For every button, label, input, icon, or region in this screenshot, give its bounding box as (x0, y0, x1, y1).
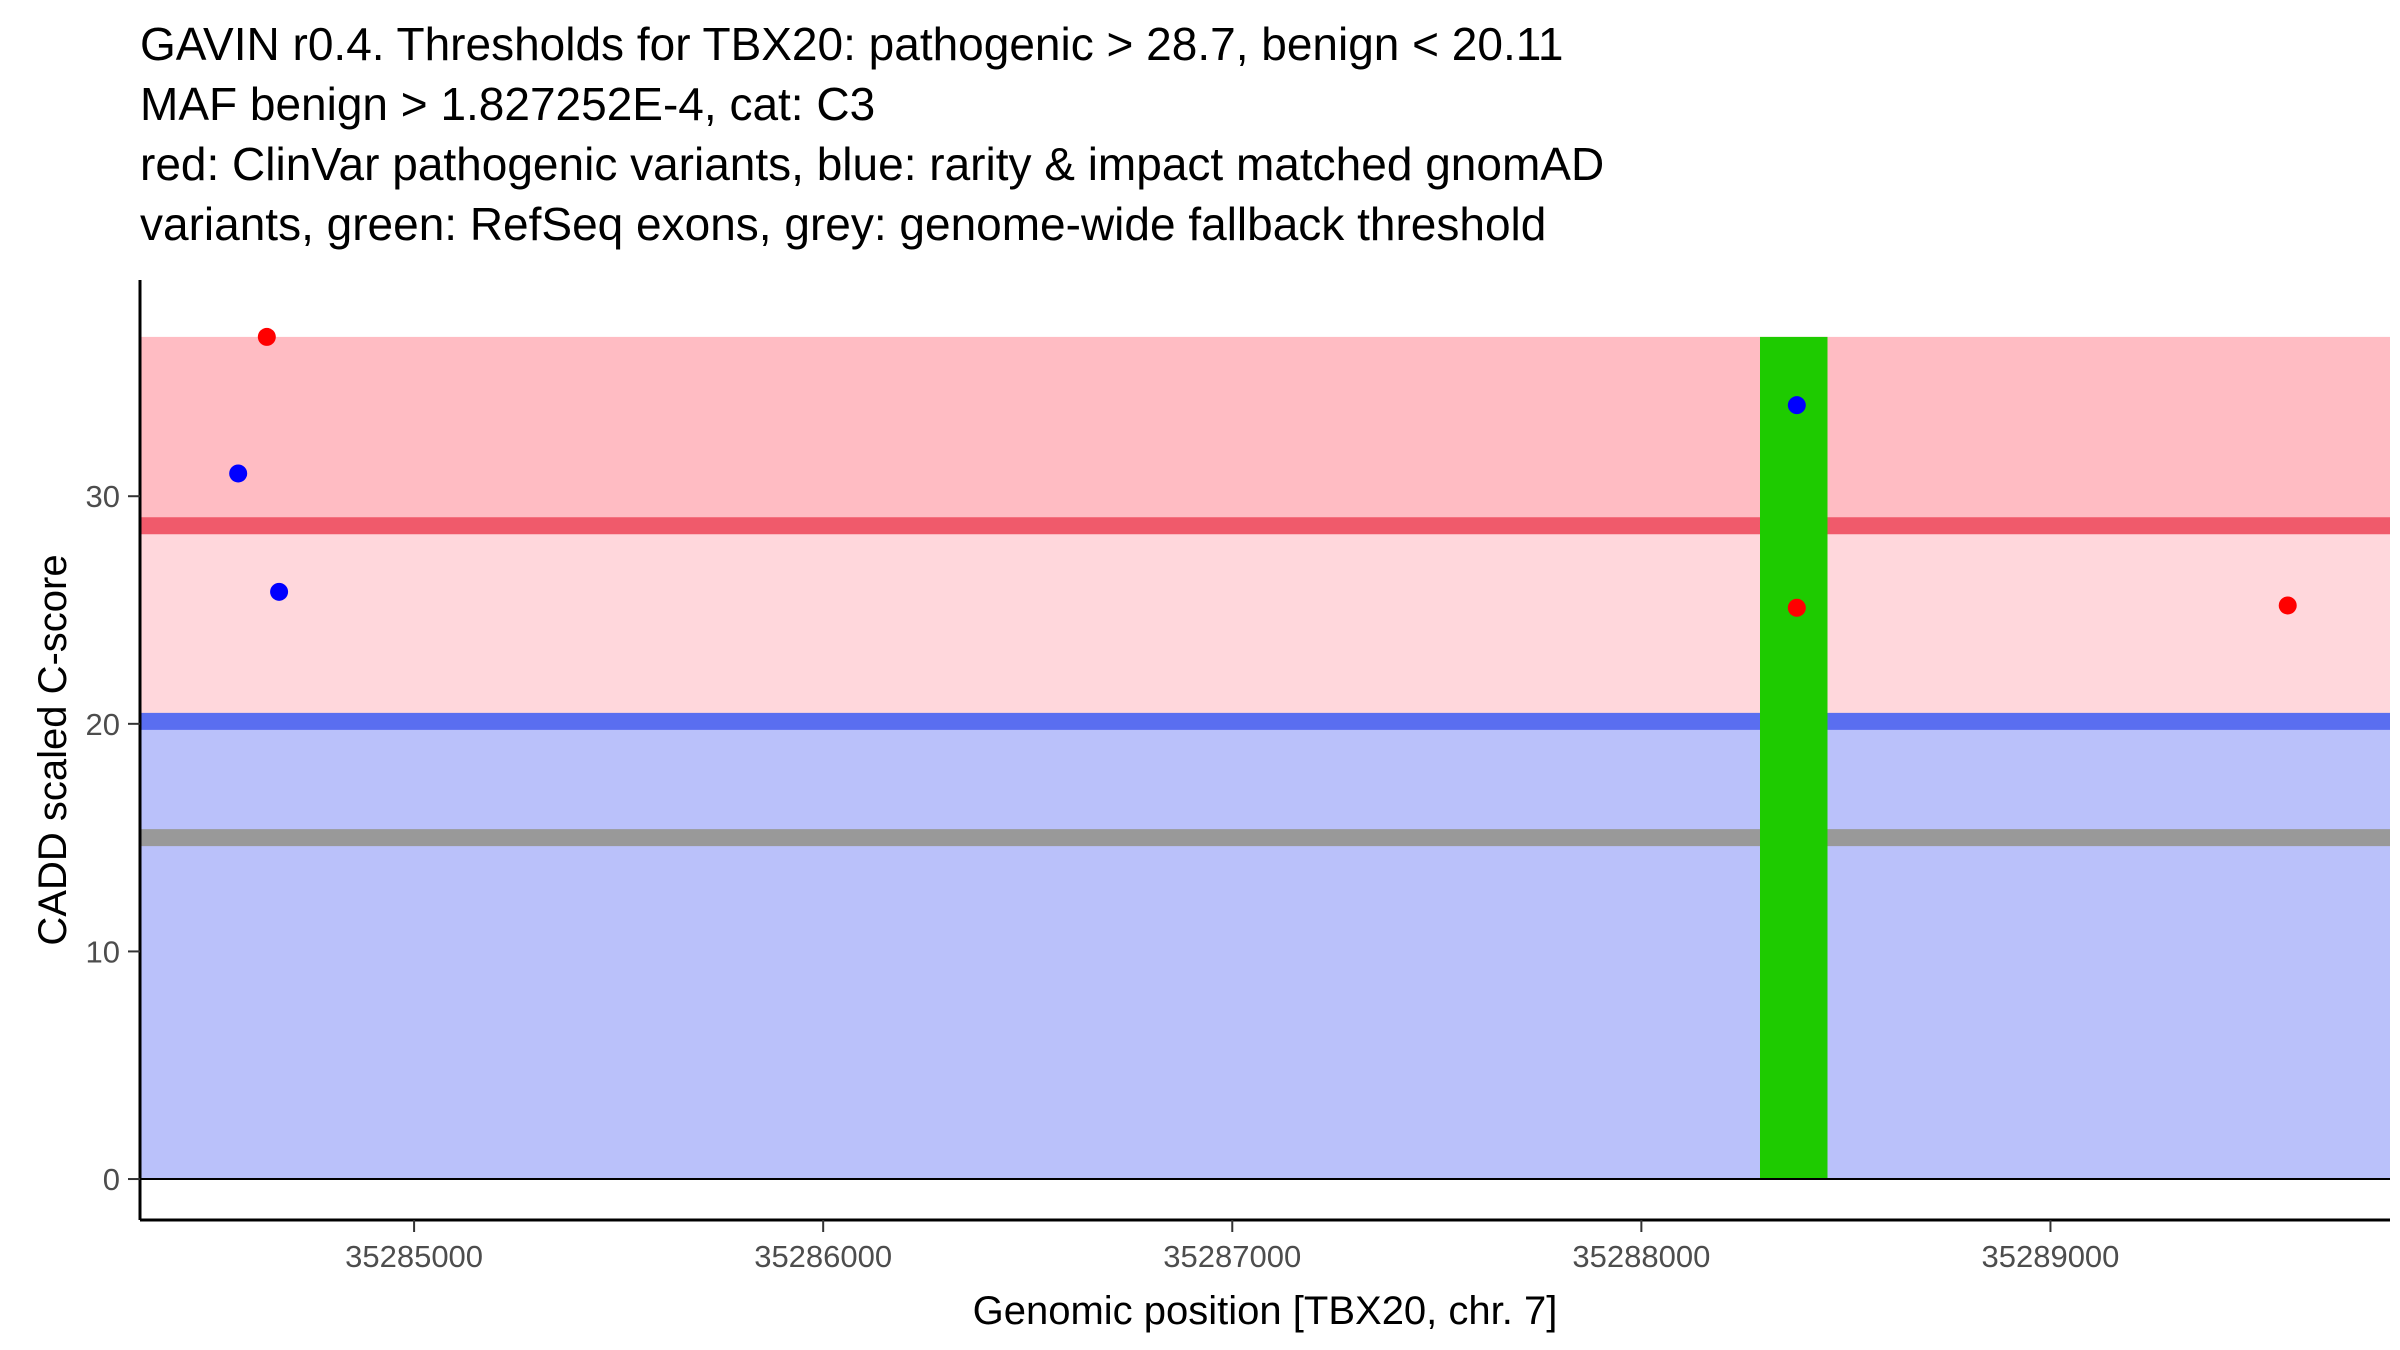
y-ticks: 0 10 20 30 (86, 479, 140, 1197)
y-tick-label-0: 0 (103, 1162, 120, 1197)
exon-1 (1760, 336, 1828, 1180)
y-tick-label-20: 20 (86, 707, 120, 742)
title-line-4: variants, green: RefSeq exons, grey: gen… (140, 198, 1547, 250)
point-series2-3 (1787, 396, 1806, 415)
point-series2-2 (270, 582, 289, 601)
region-benign (140, 721, 2390, 1180)
thresholds-layer (140, 517, 2390, 847)
regions-layer (140, 336, 2390, 1180)
points-layer (229, 327, 2297, 617)
region-pathogenic-high (140, 336, 2390, 526)
x-axis-title: Genomic position [TBX20, chr. 7] (973, 1289, 1558, 1333)
x-ticks: 35285000 35286000 35287000 35288000 35289000 (345, 1220, 2119, 1274)
point-series1-1 (257, 327, 276, 346)
title-line-2: MAF benign > 1.827252E-4, cat: C3 (140, 78, 876, 130)
point-series1-2 (1787, 598, 1806, 617)
chart-title: GAVIN r0.4. Thresholds for TBX20: pathog… (140, 14, 1604, 254)
x-tick-label-35289000: 35289000 (1981, 1239, 2119, 1274)
point-series1-3 (2278, 596, 2297, 615)
x-tick-label-35286000: 35286000 (754, 1239, 892, 1274)
region-pathogenic-mid (140, 525, 2390, 722)
y-tick-label-30: 30 (86, 479, 120, 514)
title-line-1: GAVIN r0.4. Thresholds for TBX20: pathog… (140, 18, 1564, 70)
y-axis-title: CADD scaled C-score (31, 554, 75, 945)
exons-layer (1760, 336, 1828, 1180)
x-tick-label-35288000: 35288000 (1572, 1239, 1710, 1274)
x-tick-label-35285000: 35285000 (345, 1239, 483, 1274)
point-series2-1 (229, 464, 248, 483)
title-line-3: red: ClinVar pathogenic variants, blue: … (140, 138, 1605, 190)
y-tick-label-10: 10 (86, 934, 120, 969)
x-tick-label-35287000: 35287000 (1163, 1239, 1301, 1274)
